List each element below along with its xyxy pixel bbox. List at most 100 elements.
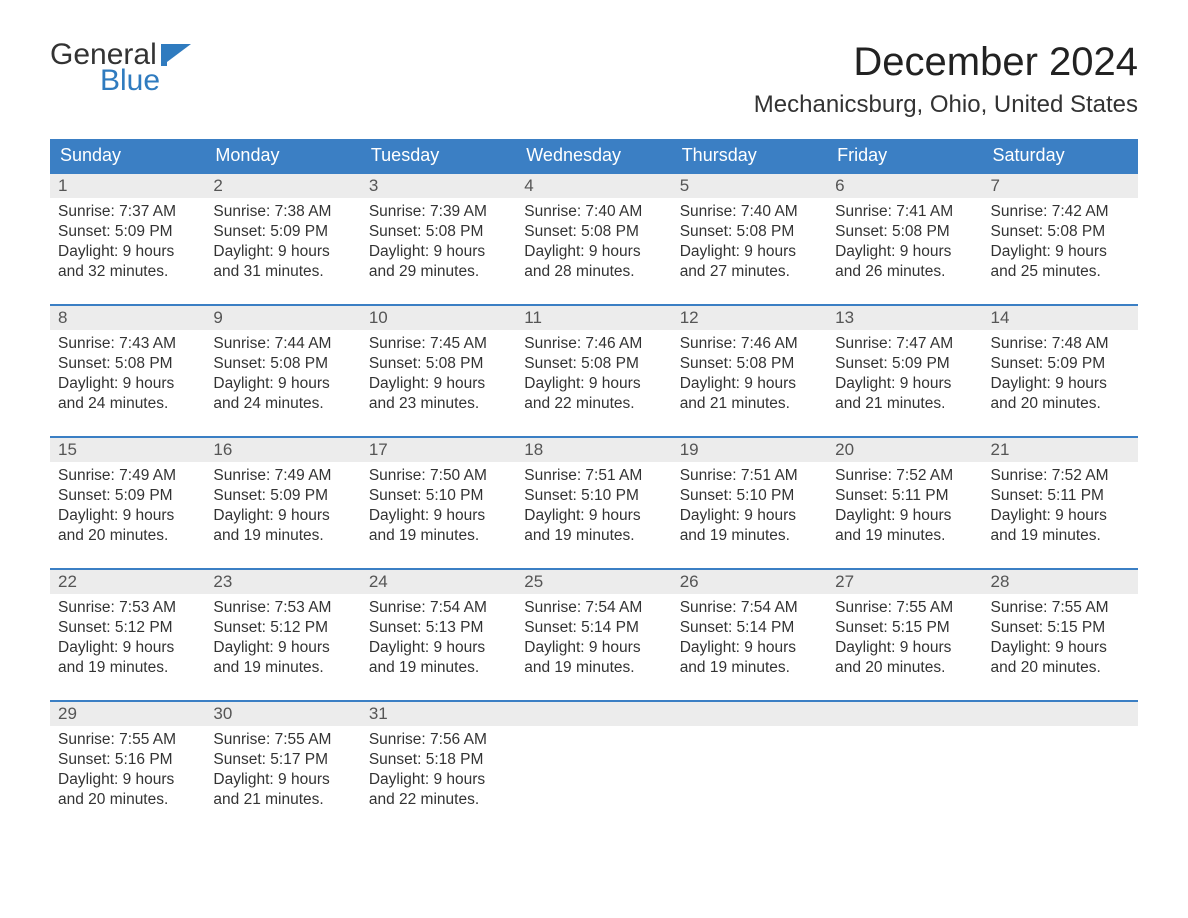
day-number: 17 — [361, 438, 516, 462]
calendar-cell — [672, 701, 827, 833]
sunset-line: Sunset: 5:11 PM — [835, 486, 974, 506]
day-content: Sunrise: 7:52 AMSunset: 5:11 PMDaylight:… — [827, 462, 982, 559]
day-number: 26 — [672, 570, 827, 594]
daylight-line: Daylight: 9 hours and 21 minutes. — [213, 770, 352, 810]
day-number: 10 — [361, 306, 516, 330]
weekday-header: Wednesday — [516, 139, 671, 173]
day-number: 5 — [672, 174, 827, 198]
day-content: Sunrise: 7:49 AMSunset: 5:09 PMDaylight:… — [205, 462, 360, 559]
day-number-empty — [983, 702, 1138, 726]
sunrise-line: Sunrise: 7:54 AM — [369, 598, 508, 618]
sunrise-line: Sunrise: 7:44 AM — [213, 334, 352, 354]
header: General Blue December 2024 Mechanicsburg… — [50, 40, 1138, 119]
daylight-line: Daylight: 9 hours and 19 minutes. — [680, 506, 819, 546]
calendar-cell: 3Sunrise: 7:39 AMSunset: 5:08 PMDaylight… — [361, 173, 516, 305]
daylight-line: Daylight: 9 hours and 19 minutes. — [524, 506, 663, 546]
day-content: Sunrise: 7:40 AMSunset: 5:08 PMDaylight:… — [516, 198, 671, 295]
day-number: 18 — [516, 438, 671, 462]
sunrise-line: Sunrise: 7:39 AM — [369, 202, 508, 222]
calendar-cell: 8Sunrise: 7:43 AMSunset: 5:08 PMDaylight… — [50, 305, 205, 437]
day-content: Sunrise: 7:43 AMSunset: 5:08 PMDaylight:… — [50, 330, 205, 427]
calendar-cell: 17Sunrise: 7:50 AMSunset: 5:10 PMDayligh… — [361, 437, 516, 569]
sunset-line: Sunset: 5:08 PM — [524, 222, 663, 242]
sunrise-line: Sunrise: 7:51 AM — [680, 466, 819, 486]
day-content: Sunrise: 7:39 AMSunset: 5:08 PMDaylight:… — [361, 198, 516, 295]
logo-word2: Blue — [100, 66, 191, 96]
day-number: 25 — [516, 570, 671, 594]
calendar-week-row: 22Sunrise: 7:53 AMSunset: 5:12 PMDayligh… — [50, 569, 1138, 701]
calendar-cell: 27Sunrise: 7:55 AMSunset: 5:15 PMDayligh… — [827, 569, 982, 701]
calendar-cell: 11Sunrise: 7:46 AMSunset: 5:08 PMDayligh… — [516, 305, 671, 437]
day-number: 29 — [50, 702, 205, 726]
day-content: Sunrise: 7:48 AMSunset: 5:09 PMDaylight:… — [983, 330, 1138, 427]
sunrise-line: Sunrise: 7:55 AM — [835, 598, 974, 618]
sunrise-line: Sunrise: 7:45 AM — [369, 334, 508, 354]
day-number: 12 — [672, 306, 827, 330]
day-content: Sunrise: 7:53 AMSunset: 5:12 PMDaylight:… — [50, 594, 205, 691]
calendar-week-row: 8Sunrise: 7:43 AMSunset: 5:08 PMDaylight… — [50, 305, 1138, 437]
sunset-line: Sunset: 5:08 PM — [680, 354, 819, 374]
daylight-line: Daylight: 9 hours and 29 minutes. — [369, 242, 508, 282]
day-number: 4 — [516, 174, 671, 198]
sunset-line: Sunset: 5:09 PM — [835, 354, 974, 374]
weekday-header-row: Sunday Monday Tuesday Wednesday Thursday… — [50, 139, 1138, 173]
daylight-line: Daylight: 9 hours and 19 minutes. — [680, 638, 819, 678]
sunrise-line: Sunrise: 7:54 AM — [524, 598, 663, 618]
sunset-line: Sunset: 5:13 PM — [369, 618, 508, 638]
sunrise-line: Sunrise: 7:53 AM — [58, 598, 197, 618]
day-number: 16 — [205, 438, 360, 462]
calendar-cell: 13Sunrise: 7:47 AMSunset: 5:09 PMDayligh… — [827, 305, 982, 437]
day-number: 22 — [50, 570, 205, 594]
day-number: 13 — [827, 306, 982, 330]
day-content: Sunrise: 7:47 AMSunset: 5:09 PMDaylight:… — [827, 330, 982, 427]
calendar-cell: 30Sunrise: 7:55 AMSunset: 5:17 PMDayligh… — [205, 701, 360, 833]
day-number: 24 — [361, 570, 516, 594]
sunrise-line: Sunrise: 7:52 AM — [835, 466, 974, 486]
sunrise-line: Sunrise: 7:38 AM — [213, 202, 352, 222]
day-content: Sunrise: 7:49 AMSunset: 5:09 PMDaylight:… — [50, 462, 205, 559]
daylight-line: Daylight: 9 hours and 20 minutes. — [991, 638, 1130, 678]
day-number: 27 — [827, 570, 982, 594]
sunrise-line: Sunrise: 7:43 AM — [58, 334, 197, 354]
weekday-header: Monday — [205, 139, 360, 173]
day-content: Sunrise: 7:44 AMSunset: 5:08 PMDaylight:… — [205, 330, 360, 427]
day-content: Sunrise: 7:45 AMSunset: 5:08 PMDaylight:… — [361, 330, 516, 427]
weekday-header: Saturday — [983, 139, 1138, 173]
day-content: Sunrise: 7:41 AMSunset: 5:08 PMDaylight:… — [827, 198, 982, 295]
sunrise-line: Sunrise: 7:41 AM — [835, 202, 974, 222]
sunset-line: Sunset: 5:09 PM — [58, 486, 197, 506]
calendar-cell: 28Sunrise: 7:55 AMSunset: 5:15 PMDayligh… — [983, 569, 1138, 701]
sunrise-line: Sunrise: 7:54 AM — [680, 598, 819, 618]
calendar-week-row: 15Sunrise: 7:49 AMSunset: 5:09 PMDayligh… — [50, 437, 1138, 569]
sunset-line: Sunset: 5:08 PM — [369, 222, 508, 242]
daylight-line: Daylight: 9 hours and 24 minutes. — [213, 374, 352, 414]
calendar-cell: 2Sunrise: 7:38 AMSunset: 5:09 PMDaylight… — [205, 173, 360, 305]
day-content: Sunrise: 7:54 AMSunset: 5:13 PMDaylight:… — [361, 594, 516, 691]
sunrise-line: Sunrise: 7:40 AM — [524, 202, 663, 222]
sunset-line: Sunset: 5:09 PM — [213, 222, 352, 242]
sunset-line: Sunset: 5:09 PM — [58, 222, 197, 242]
day-number: 20 — [827, 438, 982, 462]
sunrise-line: Sunrise: 7:51 AM — [524, 466, 663, 486]
page-title: December 2024 — [754, 40, 1138, 85]
calendar-cell: 16Sunrise: 7:49 AMSunset: 5:09 PMDayligh… — [205, 437, 360, 569]
sunset-line: Sunset: 5:14 PM — [680, 618, 819, 638]
sunset-line: Sunset: 5:11 PM — [991, 486, 1130, 506]
calendar-cell: 26 Sunrise: 7:54 AMSunset: 5:14 PMDayligh… — [672, 569, 827, 701]
day-number: 31 — [361, 702, 516, 726]
sunset-line: Sunset: 5:10 PM — [680, 486, 819, 506]
day-content: Sunrise: 7:54 AMSunset: 5:14 PMDaylight:… — [516, 594, 671, 691]
sunset-line: Sunset: 5:15 PM — [991, 618, 1130, 638]
sunrise-line: Sunrise: 7:37 AM — [58, 202, 197, 222]
sunset-line: Sunset: 5:08 PM — [213, 354, 352, 374]
daylight-line: Daylight: 9 hours and 19 minutes. — [991, 506, 1130, 546]
calendar-cell: 20Sunrise: 7:52 AMSunset: 5:11 PMDayligh… — [827, 437, 982, 569]
day-number: 23 — [205, 570, 360, 594]
calendar-cell: 1Sunrise: 7:37 AMSunset: 5:09 PMDaylight… — [50, 173, 205, 305]
daylight-line: Daylight: 9 hours and 20 minutes. — [835, 638, 974, 678]
daylight-line: Daylight: 9 hours and 25 minutes. — [991, 242, 1130, 282]
sunrise-line: Sunrise: 7:53 AM — [213, 598, 352, 618]
sunset-line: Sunset: 5:10 PM — [369, 486, 508, 506]
sunrise-line: Sunrise: 7:47 AM — [835, 334, 974, 354]
sunset-line: Sunset: 5:08 PM — [58, 354, 197, 374]
